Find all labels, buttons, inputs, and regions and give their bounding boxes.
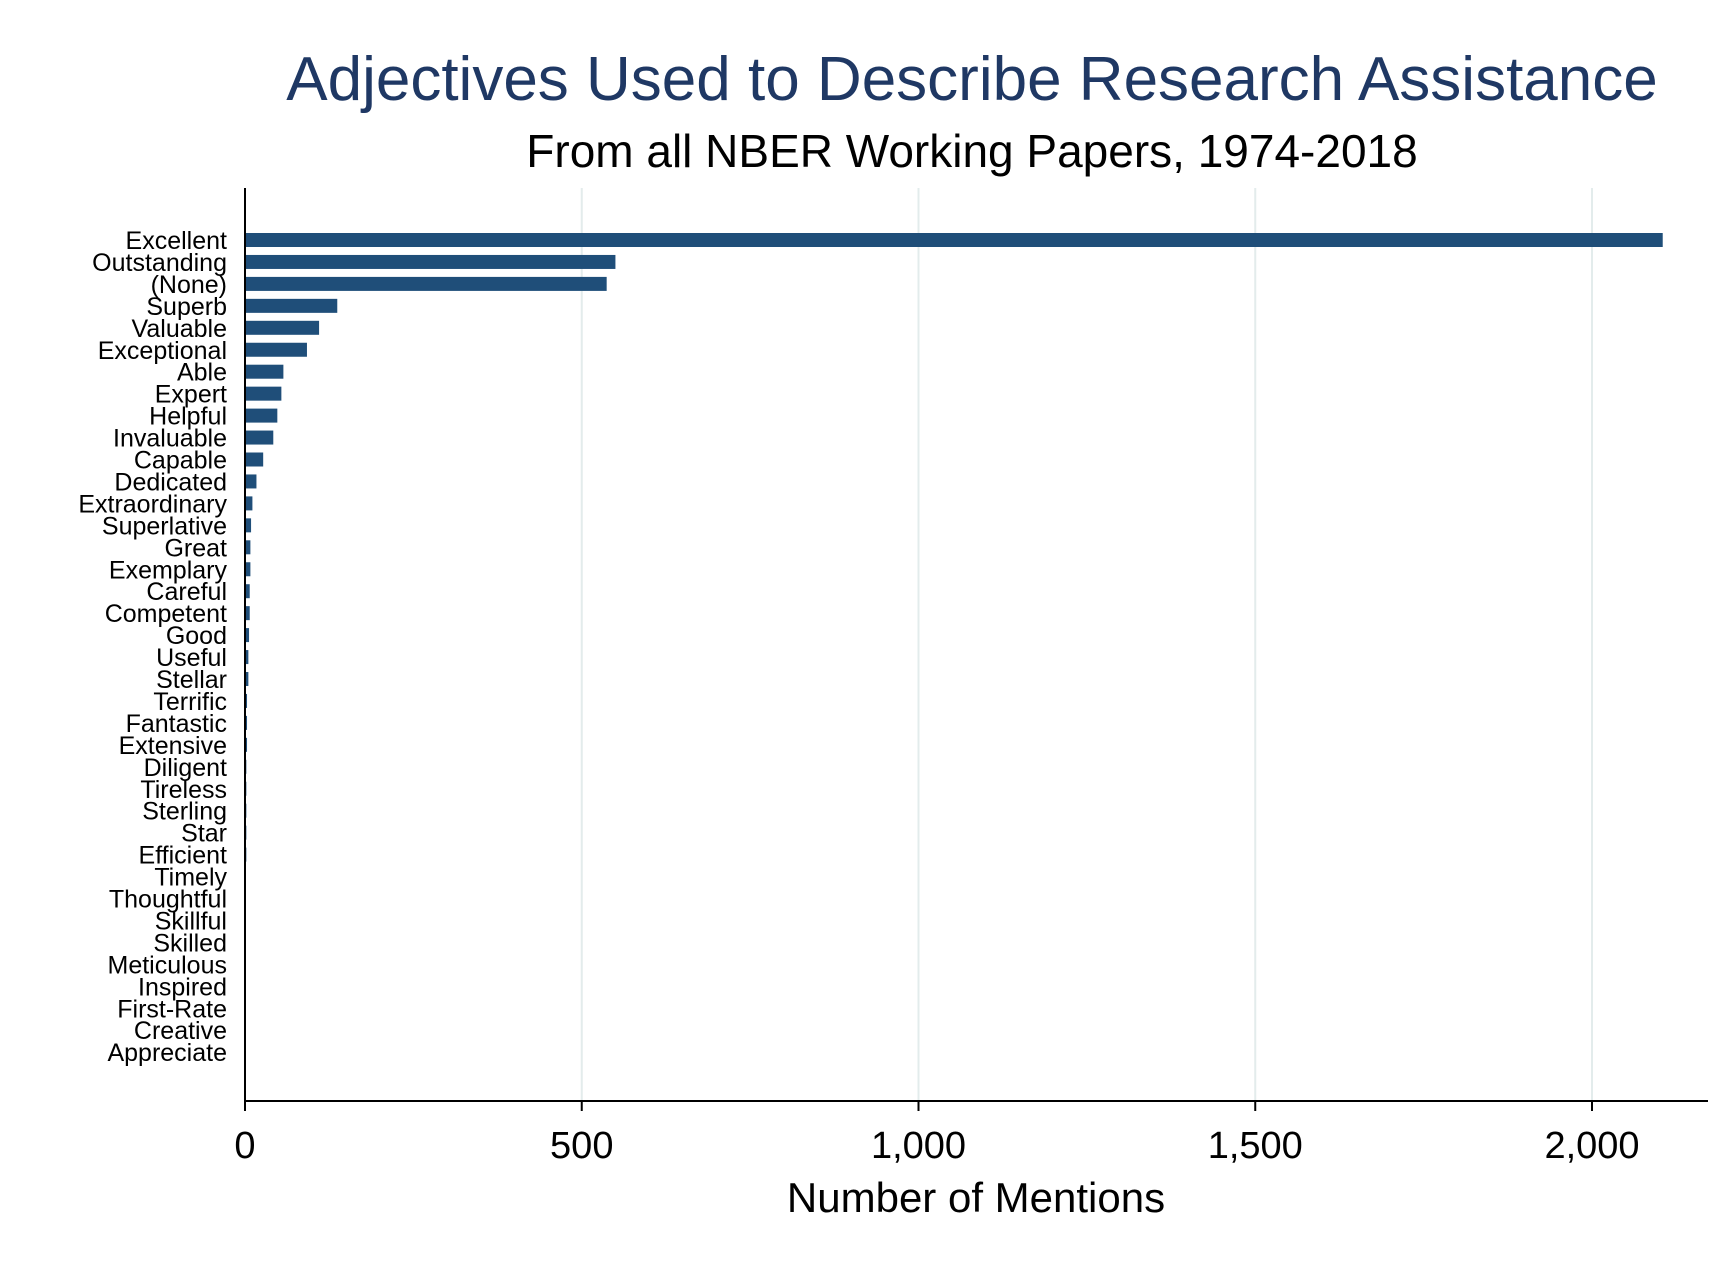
category-label: Exceptional bbox=[98, 337, 227, 365]
category-label: Diligent bbox=[144, 754, 227, 782]
category-label: Useful bbox=[156, 644, 227, 672]
bar bbox=[245, 628, 250, 643]
x-tick-label: 500 bbox=[550, 1125, 613, 1167]
bar bbox=[245, 518, 252, 533]
category-label: Outstanding bbox=[92, 249, 227, 277]
category-label: Skillful bbox=[155, 907, 227, 935]
bar bbox=[245, 408, 278, 423]
category-label: Superlative bbox=[102, 512, 227, 540]
bar bbox=[245, 672, 249, 686]
category-label: Superb bbox=[146, 293, 227, 321]
x-tick-label: 1,000 bbox=[871, 1125, 966, 1167]
category-label: Inspired bbox=[138, 973, 227, 1001]
bar bbox=[245, 606, 250, 621]
bar bbox=[245, 540, 251, 555]
category-label: Sterling bbox=[142, 798, 227, 826]
bar bbox=[245, 254, 616, 269]
bar bbox=[245, 737, 248, 752]
bar bbox=[245, 430, 274, 445]
bar bbox=[245, 693, 248, 708]
bar bbox=[245, 364, 284, 379]
bars bbox=[245, 233, 1663, 1060]
category-label: Dedicated bbox=[114, 468, 227, 496]
bar bbox=[245, 386, 282, 401]
bar bbox=[245, 584, 250, 599]
bar bbox=[245, 650, 249, 665]
category-label: Valuable bbox=[132, 315, 227, 343]
category-label: Meticulous bbox=[108, 951, 228, 979]
category-label: Fantastic bbox=[126, 710, 227, 738]
category-label: Great bbox=[164, 534, 227, 562]
x-tick-label: 0 bbox=[234, 1125, 255, 1167]
chart-title: Adjectives Used to Describe Research Ass… bbox=[286, 45, 1658, 114]
category-label: Invaluable bbox=[113, 425, 227, 453]
category-label: Timely bbox=[154, 864, 227, 892]
bar bbox=[245, 342, 307, 357]
bar bbox=[245, 474, 257, 489]
category-labels: ExcellentOutstanding(None)SuperbValuable… bbox=[78, 227, 227, 1067]
category-label: Extraordinary bbox=[78, 490, 227, 518]
bar bbox=[245, 276, 607, 291]
bar bbox=[245, 562, 251, 577]
category-label: Good bbox=[166, 622, 227, 650]
category-label: Capable bbox=[134, 447, 227, 475]
category-label: Efficient bbox=[139, 842, 228, 870]
category-label: Exemplary bbox=[109, 556, 228, 584]
bar bbox=[245, 320, 320, 335]
chart-subtitle: From all NBER Working Papers, 1974-2018 bbox=[526, 125, 1417, 177]
category-label: Able bbox=[177, 359, 227, 387]
x-axis-title: Number of Mentions bbox=[787, 1174, 1165, 1221]
bar bbox=[245, 298, 338, 313]
bar bbox=[245, 452, 264, 467]
category-label: Careful bbox=[146, 578, 227, 606]
category-label: Skilled bbox=[153, 929, 227, 957]
category-label: Tireless bbox=[140, 776, 227, 804]
category-label: Stellar bbox=[156, 666, 227, 694]
x-tick-label: 1,500 bbox=[1208, 1125, 1303, 1167]
category-label: Thoughtful bbox=[109, 886, 227, 914]
category-label: Excellent bbox=[126, 227, 227, 255]
category-label: First-Rate bbox=[117, 995, 227, 1023]
category-label: Terrific bbox=[153, 688, 227, 716]
category-label: Extensive bbox=[119, 732, 227, 760]
bar bbox=[245, 715, 248, 730]
grid-lines bbox=[580, 188, 1593, 1101]
x-tick-label: 2,000 bbox=[1544, 1125, 1639, 1167]
bar bbox=[245, 496, 253, 511]
category-label: Competent bbox=[105, 600, 227, 628]
x-axis-ticks: 0 500 1,000 1,500 2,000 bbox=[234, 1101, 1640, 1167]
category-label: Creative bbox=[134, 1017, 227, 1045]
category-label: Appreciate bbox=[107, 1039, 227, 1067]
bar bbox=[245, 233, 1663, 247]
category-label: Star bbox=[181, 820, 227, 848]
category-label: (None) bbox=[151, 271, 227, 299]
category-label: Helpful bbox=[149, 403, 227, 431]
category-label: Expert bbox=[155, 381, 227, 409]
